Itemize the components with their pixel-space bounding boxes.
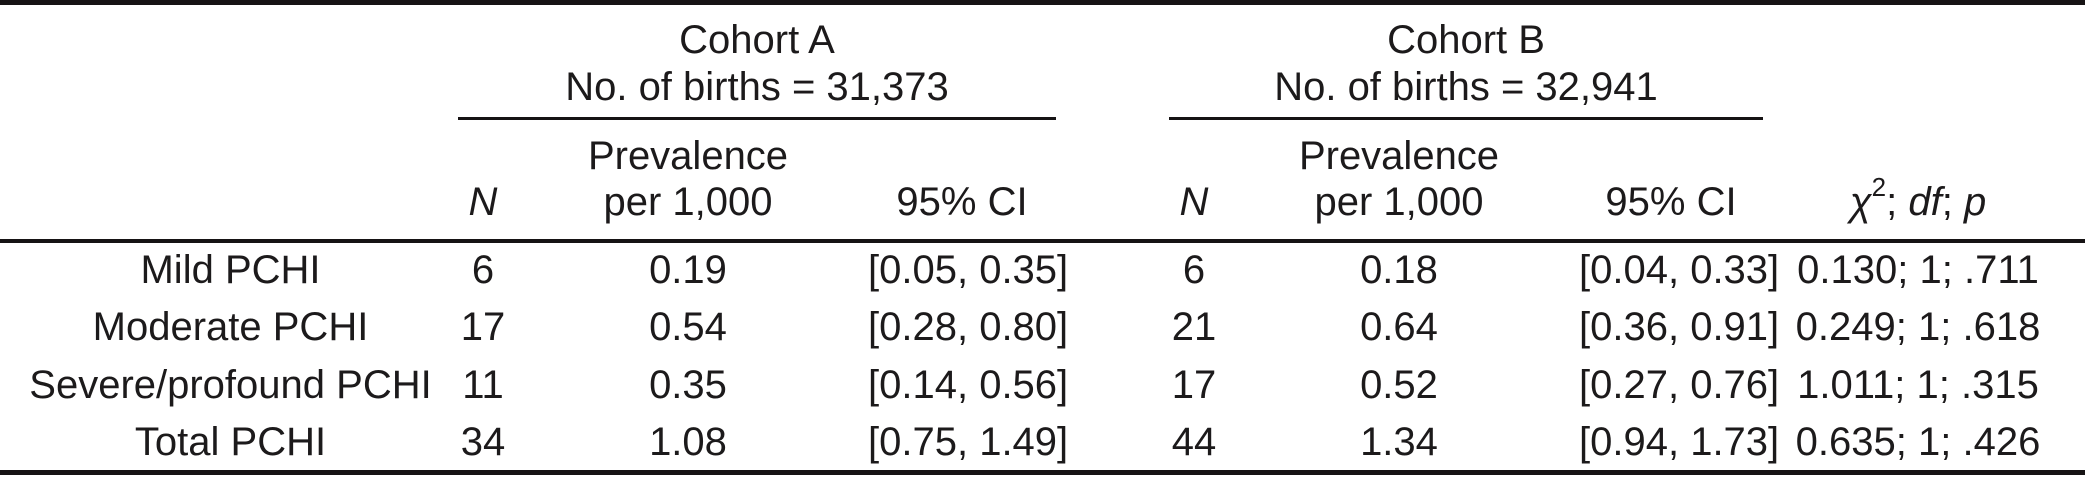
chi-square-value: 1.011; 1; .315	[1797, 363, 2039, 407]
cohort-b-prevalence-value: 0.64	[1360, 305, 1438, 349]
cohort-b-n-value: 21	[1171, 305, 1217, 349]
gap-cell	[1056, 299, 1169, 357]
chi-square-value: 0.635; 1; .426	[1795, 419, 2041, 464]
cohort-b-prevalence-value: 0.52	[1360, 363, 1438, 407]
gap-cell	[1056, 357, 1169, 415]
cohort-a-prevalence-value: 0.35	[649, 363, 727, 407]
gap-cell	[1056, 241, 1169, 299]
cohort-b-header: Cohort B No. of births = 32,941	[1169, 2, 1763, 120]
cohort-a-n-value: 17	[460, 305, 506, 349]
chi-square-value: 0.249; 1; .618	[1795, 305, 2041, 349]
cohort-a-births: No. of births = 31,373	[565, 65, 949, 109]
cohort-a-ci-value: [0.75, 1.49]	[868, 419, 1069, 464]
cohort-b-n-value: 17	[1171, 363, 1217, 407]
cohort-b-prevalence-value: 1.34	[1360, 419, 1438, 464]
cohort-b-n-header: N	[1169, 118, 1219, 243]
table-row-severe-profound-pchi: Severe/profound PCHI 11 0.35 [0.14, 0.56…	[0, 357, 2085, 415]
cohort-b-title: Cohort B	[1387, 18, 1545, 62]
cohort-b-prevalence-header: Prevalence per 1,000	[1219, 118, 1579, 243]
cohort-b-ci-header: 95% CI	[1579, 118, 1763, 243]
cohort-b-ci-value: [0.94, 1.73]	[1579, 419, 1780, 464]
cohort-a-n-value: 11	[462, 363, 504, 407]
cohort-b-births: No. of births = 32,941	[1274, 65, 1658, 109]
chi-header-spacer	[1763, 3, 2085, 119]
cohort-a-ci-header: 95% CI	[868, 118, 1056, 243]
cohort-a-prevalence-value: 0.19	[649, 248, 727, 292]
cohort-a-prevalence-header: Prevalence per 1,000	[508, 118, 868, 243]
cohort-a-title: Cohort A	[679, 18, 835, 62]
cohort-header-row: Cohort A No. of births = 31,373 Cohort B…	[0, 2, 2085, 120]
group-gap-spacer	[1056, 3, 1169, 119]
gap-cell	[1056, 415, 1169, 473]
row-label: Mild PCHI	[140, 248, 321, 292]
cohort-a-ci-value: [0.14, 0.56]	[868, 363, 1069, 407]
row-label: Moderate PCHI	[92, 305, 369, 349]
chi-square-value: 0.130; 1; .711	[1797, 248, 2039, 292]
row-label: Severe/profound PCHI	[29, 363, 432, 407]
table-row-moderate-pchi: Moderate PCHI 17 0.54 [0.28, 0.80] 21 0.…	[0, 299, 2085, 357]
cohort-a-ci-value: [0.05, 0.35]	[868, 248, 1069, 292]
cohort-a-prevalence-value: 1.08	[649, 419, 727, 464]
cohort-a-n-value: 6	[471, 248, 495, 292]
table-row-total-pchi: Total PCHI 34 1.08 [0.75, 1.49] 44 1.34 …	[0, 415, 2085, 473]
cohort-a-header: Cohort A No. of births = 31,373	[458, 2, 1056, 120]
cohort-b-ci-value: [0.36, 0.91]	[1579, 305, 1780, 349]
cohort-b-prevalence-value: 0.18	[1360, 248, 1438, 292]
cohort-a-n-value: 34	[460, 419, 506, 464]
cohort-b-ci-value: [0.27, 0.76]	[1579, 363, 1780, 407]
cohort-a-n-header: N	[458, 118, 508, 243]
cohort-b-n-value: 44	[1171, 419, 1217, 464]
cohort-b-n-value: 6	[1182, 248, 1206, 292]
cohort-b-ci-value: [0.04, 0.33]	[1579, 248, 1780, 292]
row-label-column-header	[0, 118, 458, 243]
row-label: Total PCHI	[134, 419, 327, 464]
column-header-row: N Prevalence per 1,000 95% CI N Prevalen…	[0, 118, 2085, 243]
pchi-prevalence-table: Cohort A No. of births = 31,373 Cohort B…	[0, 0, 2085, 475]
chi-square-df-p-header: χ2; df; p	[1763, 118, 2085, 243]
group-gap-spacer	[1056, 118, 1169, 243]
cohort-a-ci-value: [0.28, 0.80]	[868, 305, 1069, 349]
cohort-a-prevalence-value: 0.54	[649, 305, 727, 349]
row-label-header-spacer	[0, 3, 458, 119]
table-row-mild-pchi: Mild PCHI 6 0.19 [0.05, 0.35] 6 0.18 [0.…	[0, 241, 2085, 299]
